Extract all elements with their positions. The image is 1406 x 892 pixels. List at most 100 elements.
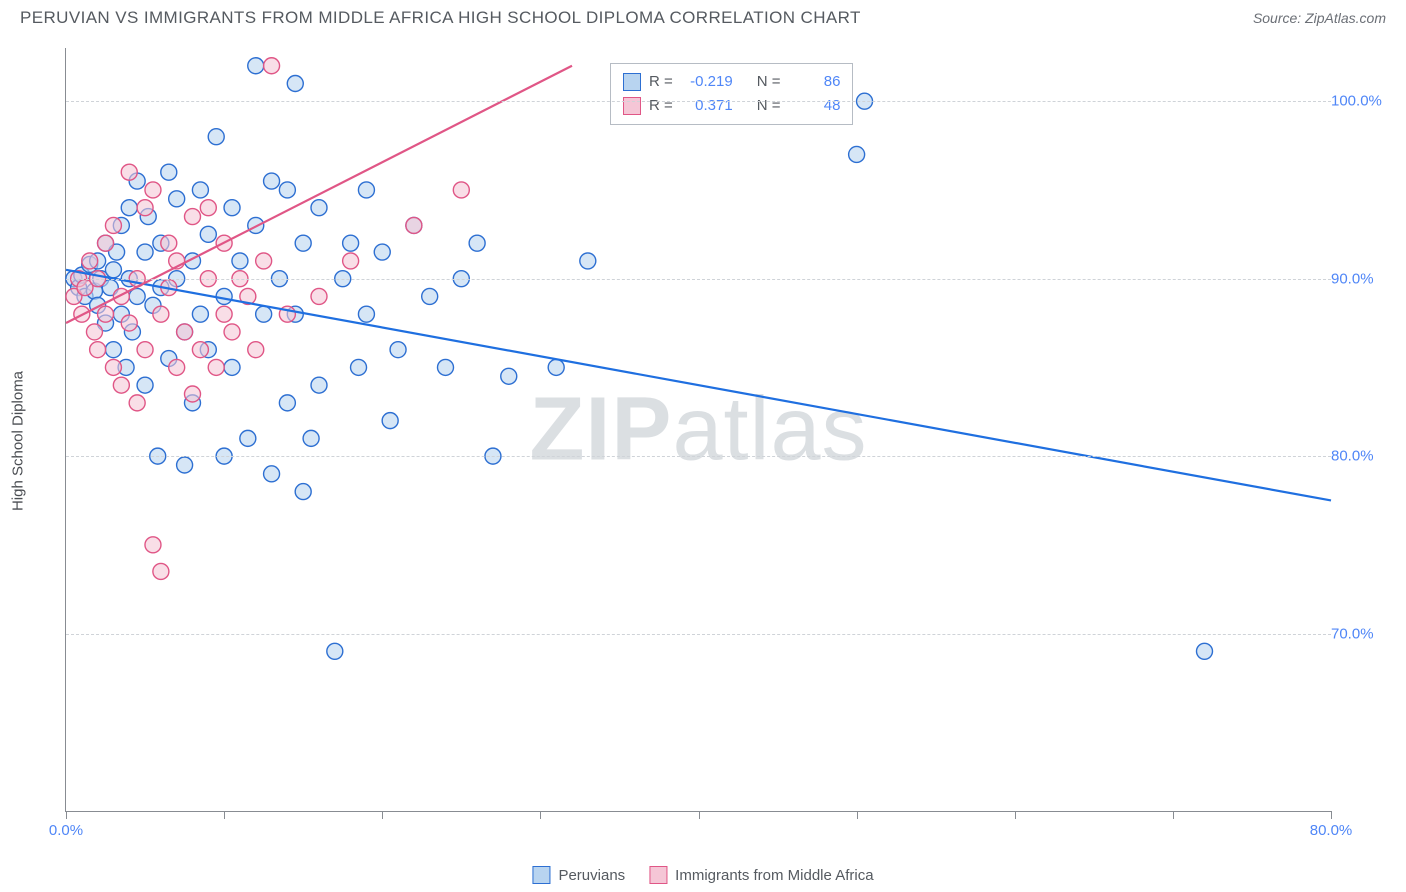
x-tick bbox=[540, 811, 541, 819]
y-tick-label: 100.0% bbox=[1331, 93, 1385, 110]
data-point bbox=[453, 182, 469, 198]
data-point bbox=[224, 359, 240, 375]
series-legend-item: Immigrants from Middle Africa bbox=[649, 866, 873, 884]
legend-n-value: 86 bbox=[788, 70, 840, 94]
data-point bbox=[469, 235, 485, 251]
y-tick-label: 70.0% bbox=[1331, 625, 1385, 642]
data-point bbox=[145, 182, 161, 198]
data-point bbox=[248, 58, 264, 74]
data-point bbox=[438, 359, 454, 375]
plot-area: ZIPatlas R = -0.219 N = 86 R = 0.371 N =… bbox=[65, 48, 1331, 812]
legend-n-value: 48 bbox=[788, 94, 840, 118]
y-axis-label: High School Diploma bbox=[10, 371, 27, 511]
data-point bbox=[279, 182, 295, 198]
data-point bbox=[98, 306, 114, 322]
x-tick bbox=[1015, 811, 1016, 819]
data-point bbox=[548, 359, 564, 375]
data-point bbox=[1197, 643, 1213, 659]
data-point bbox=[232, 253, 248, 269]
data-point bbox=[185, 209, 201, 225]
x-tick bbox=[224, 811, 225, 819]
data-point bbox=[145, 537, 161, 553]
data-point bbox=[192, 182, 208, 198]
data-point bbox=[137, 377, 153, 393]
correlation-legend: R = -0.219 N = 86 R = 0.371 N = 48 bbox=[610, 63, 854, 125]
data-point bbox=[137, 342, 153, 358]
scatter-svg bbox=[66, 48, 1331, 811]
x-tick bbox=[1331, 811, 1332, 819]
data-point bbox=[224, 200, 240, 216]
data-point bbox=[256, 253, 272, 269]
data-point bbox=[295, 484, 311, 500]
data-point bbox=[358, 306, 374, 322]
x-tick bbox=[857, 811, 858, 819]
data-point bbox=[169, 191, 185, 207]
data-point bbox=[287, 75, 303, 91]
data-point bbox=[343, 235, 359, 251]
x-tick-label: 80.0% bbox=[1310, 822, 1353, 839]
y-tick-label: 90.0% bbox=[1331, 270, 1385, 287]
data-point bbox=[343, 253, 359, 269]
x-tick bbox=[382, 811, 383, 819]
series-legend-label: Peruvians bbox=[558, 867, 625, 884]
series-legend: Peruvians Immigrants from Middle Africa bbox=[532, 866, 873, 884]
data-point bbox=[192, 306, 208, 322]
data-point bbox=[406, 217, 422, 233]
legend-row: R = 0.371 N = 48 bbox=[623, 94, 841, 118]
data-point bbox=[311, 200, 327, 216]
series-legend-label: Immigrants from Middle Africa bbox=[675, 867, 873, 884]
legend-r-value: -0.219 bbox=[681, 70, 733, 94]
data-point bbox=[200, 200, 216, 216]
gridline bbox=[66, 101, 1331, 102]
data-point bbox=[303, 430, 319, 446]
data-point bbox=[374, 244, 390, 260]
x-tick bbox=[66, 811, 67, 819]
data-point bbox=[580, 253, 596, 269]
data-point bbox=[327, 643, 343, 659]
data-point bbox=[390, 342, 406, 358]
trend-line bbox=[66, 66, 572, 323]
data-point bbox=[98, 235, 114, 251]
legend-r-value: 0.371 bbox=[681, 94, 733, 118]
source-label: Source: ZipAtlas.com bbox=[1253, 10, 1386, 26]
legend-n-label: N = bbox=[757, 94, 781, 118]
data-point bbox=[161, 164, 177, 180]
data-point bbox=[264, 173, 280, 189]
data-point bbox=[161, 235, 177, 251]
legend-row: R = -0.219 N = 86 bbox=[623, 70, 841, 94]
data-point bbox=[224, 324, 240, 340]
data-point bbox=[105, 217, 121, 233]
data-point bbox=[351, 359, 367, 375]
chart-container: High School Diploma ZIPatlas R = -0.219 … bbox=[20, 40, 1386, 842]
data-point bbox=[177, 457, 193, 473]
gridline bbox=[66, 279, 1331, 280]
data-point bbox=[137, 200, 153, 216]
legend-n-label: N = bbox=[757, 70, 781, 94]
data-point bbox=[382, 413, 398, 429]
data-point bbox=[121, 200, 137, 216]
data-point bbox=[121, 164, 137, 180]
legend-swatch bbox=[532, 866, 550, 884]
data-point bbox=[105, 262, 121, 278]
data-point bbox=[105, 359, 121, 375]
data-point bbox=[295, 235, 311, 251]
data-point bbox=[192, 342, 208, 358]
legend-swatch bbox=[623, 97, 641, 115]
trend-line bbox=[66, 270, 1331, 501]
legend-swatch bbox=[649, 866, 667, 884]
y-tick-label: 80.0% bbox=[1331, 448, 1385, 465]
data-point bbox=[169, 359, 185, 375]
data-point bbox=[121, 315, 137, 331]
data-point bbox=[216, 288, 232, 304]
data-point bbox=[86, 324, 102, 340]
data-point bbox=[137, 244, 153, 260]
data-point bbox=[208, 129, 224, 145]
gridline bbox=[66, 634, 1331, 635]
data-point bbox=[256, 306, 272, 322]
data-point bbox=[200, 226, 216, 242]
data-point bbox=[240, 430, 256, 446]
data-point bbox=[216, 306, 232, 322]
data-point bbox=[501, 368, 517, 384]
legend-swatch bbox=[623, 73, 641, 91]
data-point bbox=[264, 58, 280, 74]
